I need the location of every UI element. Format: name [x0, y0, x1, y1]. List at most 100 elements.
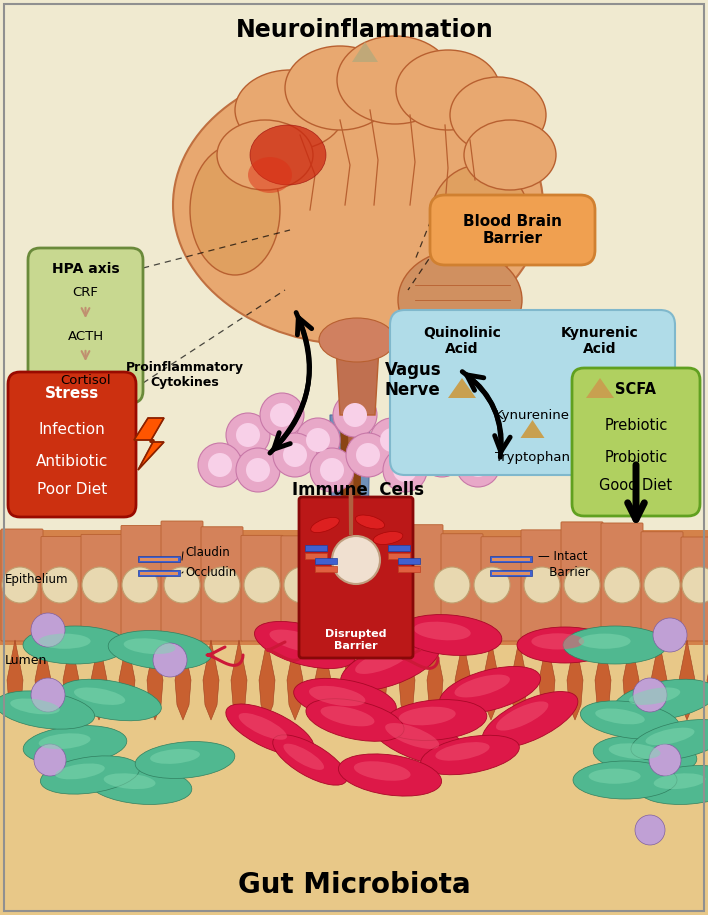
Polygon shape: [399, 640, 415, 720]
Ellipse shape: [354, 761, 411, 780]
FancyBboxPatch shape: [572, 368, 700, 516]
Bar: [305, 545, 327, 551]
Polygon shape: [707, 640, 708, 720]
Polygon shape: [586, 378, 614, 398]
Ellipse shape: [532, 633, 584, 650]
Circle shape: [236, 448, 280, 492]
Ellipse shape: [235, 70, 345, 150]
Ellipse shape: [396, 50, 500, 130]
Circle shape: [644, 567, 680, 603]
Bar: [398, 558, 420, 564]
Ellipse shape: [421, 736, 520, 775]
Ellipse shape: [283, 744, 324, 770]
Text: Infection: Infection: [39, 422, 105, 436]
Ellipse shape: [40, 756, 139, 794]
Text: Proinflammatory
Cytokines: Proinflammatory Cytokines: [126, 361, 244, 389]
FancyBboxPatch shape: [321, 528, 363, 641]
Ellipse shape: [593, 736, 697, 774]
FancyBboxPatch shape: [81, 534, 123, 641]
Polygon shape: [352, 42, 378, 62]
Bar: [388, 545, 410, 551]
Bar: [0, 530, 708, 645]
Text: ACTH: ACTH: [67, 329, 103, 342]
Polygon shape: [203, 640, 219, 720]
Bar: [492, 572, 530, 575]
Circle shape: [122, 567, 158, 603]
Bar: [492, 558, 530, 561]
Polygon shape: [35, 640, 51, 720]
Ellipse shape: [614, 679, 708, 721]
Circle shape: [635, 815, 665, 845]
Ellipse shape: [464, 120, 556, 190]
Circle shape: [306, 428, 330, 452]
Ellipse shape: [150, 748, 200, 764]
Ellipse shape: [23, 726, 127, 764]
Text: Occludin: Occludin: [185, 565, 236, 578]
Circle shape: [380, 428, 404, 452]
FancyBboxPatch shape: [161, 521, 203, 641]
Circle shape: [518, 398, 562, 442]
Circle shape: [346, 433, 390, 477]
Circle shape: [488, 418, 532, 462]
Polygon shape: [330, 415, 370, 535]
Polygon shape: [91, 640, 107, 720]
Circle shape: [456, 443, 500, 487]
Ellipse shape: [440, 666, 540, 714]
Circle shape: [498, 428, 522, 452]
Polygon shape: [335, 330, 380, 415]
FancyBboxPatch shape: [561, 522, 603, 641]
Text: Kynurenine: Kynurenine: [495, 408, 570, 422]
Circle shape: [310, 448, 354, 492]
FancyBboxPatch shape: [1, 529, 43, 641]
Bar: [0, 0, 708, 530]
Circle shape: [208, 453, 232, 477]
Ellipse shape: [399, 706, 456, 726]
Circle shape: [383, 448, 427, 492]
Text: Immune  Cells: Immune Cells: [292, 481, 424, 499]
Polygon shape: [520, 420, 544, 438]
Text: Vagus
Nerve: Vagus Nerve: [385, 361, 442, 400]
Ellipse shape: [573, 761, 677, 799]
Bar: [315, 558, 337, 564]
Polygon shape: [147, 640, 163, 720]
FancyBboxPatch shape: [641, 532, 683, 641]
Text: Tryptophan: Tryptophan: [495, 451, 570, 465]
Ellipse shape: [306, 699, 404, 741]
Text: CRF: CRF: [72, 286, 98, 299]
Ellipse shape: [59, 679, 161, 721]
Bar: [0, 645, 708, 915]
Polygon shape: [483, 640, 499, 720]
FancyBboxPatch shape: [121, 525, 163, 641]
Polygon shape: [119, 640, 135, 720]
Circle shape: [538, 423, 582, 467]
Ellipse shape: [450, 77, 546, 153]
Ellipse shape: [108, 630, 212, 670]
Circle shape: [430, 443, 454, 467]
Ellipse shape: [337, 36, 453, 124]
Bar: [315, 566, 337, 572]
Circle shape: [236, 423, 260, 447]
Circle shape: [260, 393, 304, 437]
Ellipse shape: [270, 630, 325, 652]
Circle shape: [418, 403, 442, 427]
Circle shape: [653, 618, 687, 652]
Circle shape: [370, 418, 414, 462]
Circle shape: [343, 403, 367, 427]
Ellipse shape: [341, 639, 440, 691]
Text: Claudin: Claudin: [185, 545, 230, 558]
FancyBboxPatch shape: [281, 536, 323, 641]
Ellipse shape: [496, 702, 549, 730]
Bar: [388, 553, 410, 559]
Ellipse shape: [435, 742, 490, 760]
Polygon shape: [348, 415, 354, 535]
Polygon shape: [679, 640, 695, 720]
Polygon shape: [287, 640, 303, 720]
Ellipse shape: [646, 727, 695, 745]
Polygon shape: [340, 415, 362, 535]
Ellipse shape: [319, 318, 395, 362]
FancyBboxPatch shape: [41, 536, 83, 641]
FancyBboxPatch shape: [8, 372, 136, 517]
Polygon shape: [259, 640, 275, 720]
Ellipse shape: [653, 773, 705, 789]
Ellipse shape: [581, 701, 680, 739]
